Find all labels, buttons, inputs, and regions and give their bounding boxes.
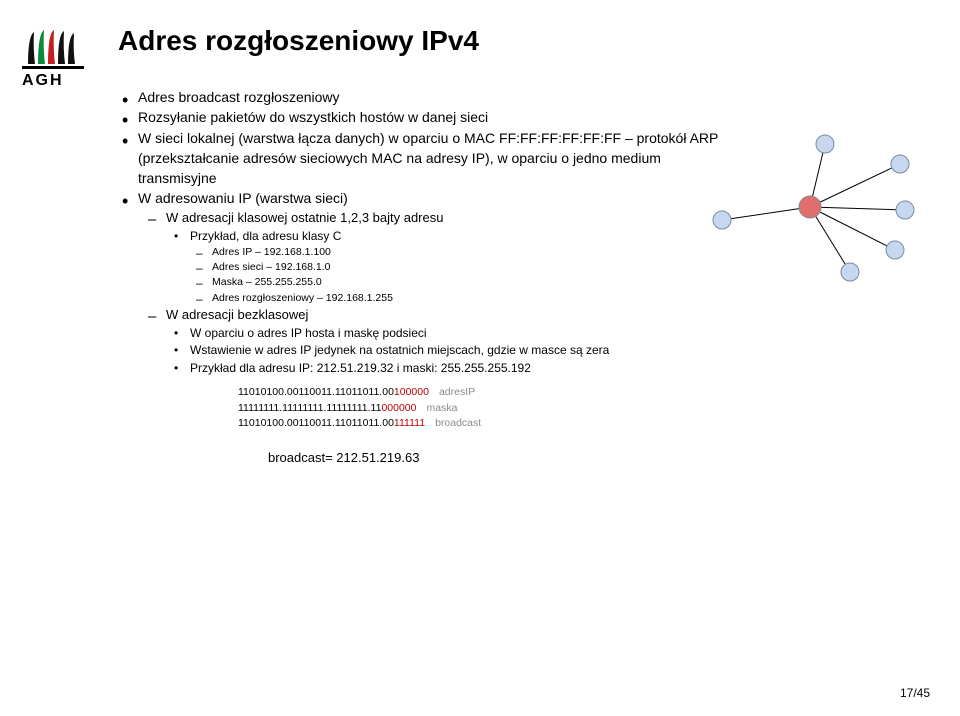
- bits-label: broadcast: [435, 417, 481, 429]
- broadcast-result: broadcast= 212.51.219.63: [268, 450, 918, 465]
- bits-label: maska: [426, 402, 457, 414]
- bullet-text: W adresowaniu IP (warstwa sieci): [138, 190, 348, 206]
- bullet-item: Rozsyłanie pakietów do wszystkich hostów…: [118, 107, 918, 127]
- bullet-text: W adresacji bezklasowej: [166, 307, 308, 322]
- network-diagram: [700, 132, 920, 282]
- bits-suffix: 111111: [394, 417, 425, 429]
- bits-suffix: 100000: [394, 386, 429, 398]
- page-number: 17/45: [900, 686, 930, 700]
- logo-text: AGH: [22, 72, 92, 90]
- bullet-text: W adresacji klasowej ostatnie 1,2,3 bajt…: [166, 210, 443, 225]
- bits-row: 11010100.00110011.11011011.00111111 broad…: [238, 416, 918, 432]
- bits-row: 11111111.11111111.11111111.11000000 maska: [238, 401, 918, 417]
- bits-row: 11010100.00110011.11011011.00100000 adres…: [238, 385, 918, 401]
- bullet-item: W sieci lokalnej (warstwa łącza danych) …: [118, 128, 738, 189]
- bullet-item: Wstawienie w adres IP jedynek na ostatni…: [166, 342, 918, 359]
- slide-title: Adres rozgłoszeniowy IPv4: [118, 25, 918, 57]
- bits-block: 11010100.00110011.11011011.00100000adres…: [238, 385, 918, 432]
- bullet-item: Adres broadcast rozgłoszeniowy: [118, 87, 918, 107]
- bits-prefix: 11010100.00110011.11011011.00: [238, 417, 394, 429]
- logo: AGH: [22, 28, 92, 90]
- bullet-item: Adres rozgłoszeniowy – 192.168.1.255: [190, 291, 918, 306]
- bits-prefix: 11111111.11111111.11111111.11: [238, 402, 381, 414]
- bits-label: adresIP: [439, 386, 475, 398]
- bits-suffix: 000000: [381, 402, 416, 414]
- bullet-item: W adresacji bezklasowej W oparciu o adre…: [138, 306, 918, 377]
- bullet-text: Przykład, dla adresu klasy C: [190, 229, 341, 243]
- bullet-item: W oparciu o adres IP hosta i maskę podsi…: [166, 325, 918, 342]
- bits-prefix: 11010100.00110011.11011011.00: [238, 386, 394, 398]
- bullet-item: Przykład dla adresu IP: 212.51.219.32 i …: [166, 360, 918, 377]
